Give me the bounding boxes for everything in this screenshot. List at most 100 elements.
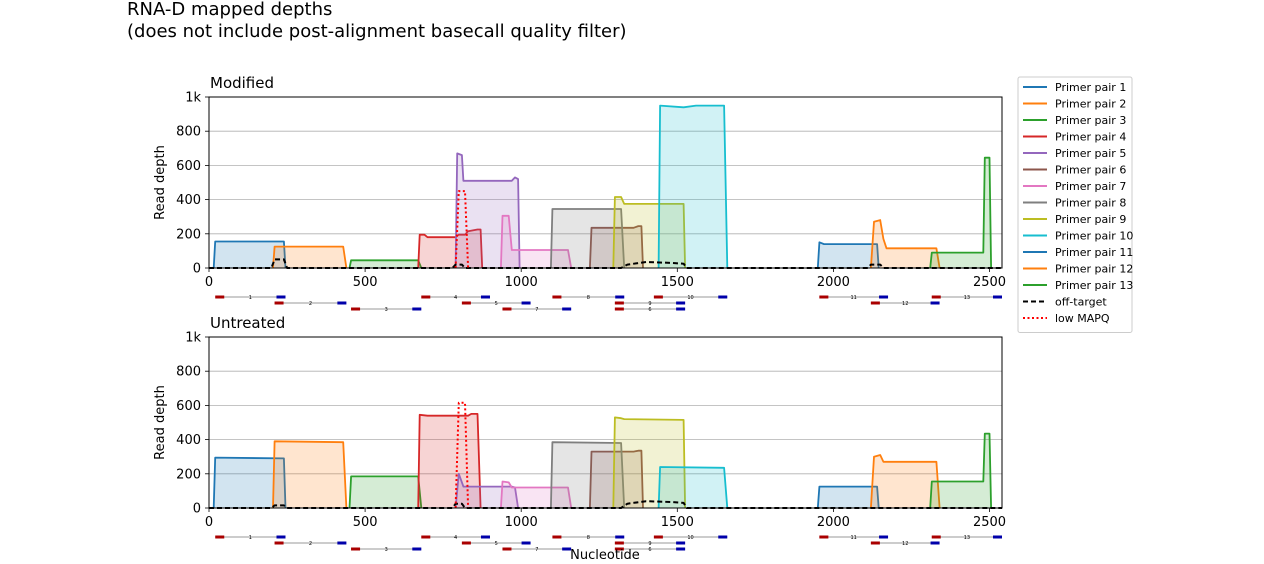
reverse-primer [718, 535, 728, 539]
amplicon-2: 2 [274, 541, 347, 547]
axes-frame [208, 336, 1003, 509]
amplicon-1: 1 [215, 295, 286, 301]
amplicon-10: 10 [653, 535, 728, 541]
amplicon-6: 6 [614, 547, 686, 553]
series-line-primer-pair-9 [612, 416, 686, 509]
panel-title: Untreated [210, 314, 285, 332]
amplicon-10: 10 [653, 295, 728, 301]
amplicon-label: 13 [964, 295, 970, 301]
amplicon-label: 10 [687, 295, 693, 301]
chart-title-line-2: (does not include post-alignment basecal… [127, 21, 627, 42]
legend-entry: Primer pair 11 [1055, 246, 1133, 259]
forward-primer [421, 535, 431, 539]
amplicon-label: 10 [687, 535, 693, 541]
x-tick-label: 2000 [817, 515, 850, 530]
x-tick-label: 1500 [661, 275, 694, 290]
series-line-primer-pair-6 [589, 449, 644, 509]
forward-primer [274, 301, 284, 305]
forward-primer [614, 307, 624, 311]
x-tick-label: 1000 [505, 515, 538, 530]
series-fill-9 [613, 197, 686, 268]
amplicon-11: 11 [819, 295, 889, 301]
y-tick-label: 400 [176, 433, 201, 448]
series-fill-1 [209, 457, 286, 508]
amplicon-label: 11 [851, 535, 857, 541]
reverse-primer [930, 301, 940, 305]
axes-frame [208, 96, 1003, 269]
amplicon-label: 6 [648, 547, 651, 553]
reverse-primer [521, 541, 531, 545]
x-tick-label: 0 [205, 275, 213, 290]
series-line-primer-pair-3 [348, 259, 423, 269]
legend-entry: off-target [1055, 296, 1107, 309]
y-tick-label: 0 [193, 502, 201, 517]
legend-entry: Primer pair 2 [1055, 98, 1126, 111]
y-tick-label: 800 [176, 125, 201, 140]
legend-entry: Primer pair 8 [1055, 197, 1126, 210]
reverse-primer [993, 295, 1002, 299]
series-line-primer-pair-4 [417, 413, 482, 509]
reverse-primer [337, 541, 347, 545]
series-line-primer-pair-2 [272, 245, 348, 269]
panel-title: Modified [210, 74, 274, 92]
forward-primer [931, 535, 941, 539]
amplicon-7: 7 [502, 547, 572, 553]
legend-entry: Primer pair 7 [1055, 180, 1126, 193]
series-fill-6 [589, 450, 643, 508]
amplicon-13: 13 [931, 295, 1002, 301]
series-fill-12 [870, 220, 940, 268]
forward-primer [931, 295, 941, 299]
reverse-primer [676, 301, 686, 305]
legend-entry: Primer pair 9 [1055, 213, 1126, 226]
forward-primer [653, 295, 663, 299]
series-line-primer-pair-5 [454, 152, 521, 269]
forward-primer [870, 301, 880, 305]
x-tick-label: 2500 [973, 275, 1006, 290]
series-fill-13 [930, 433, 992, 508]
untreated-panel: 0 200 400 600 800 1k 0 500 1000 1500 2000 2500 Untre… [153, 314, 1006, 553]
series-fill-5 [455, 473, 519, 508]
forward-primer [274, 541, 284, 545]
series-fill-2 [273, 246, 347, 268]
amplicon-label: 8 [587, 535, 590, 541]
series-fill-8 [550, 442, 625, 508]
series-line-low-mapq [454, 190, 470, 269]
amplicon-label: 2 [309, 301, 312, 307]
reverse-primer [276, 535, 286, 539]
amplicon-1: 1 [215, 535, 286, 541]
reverse-primer [676, 547, 686, 551]
series-line-primer-pair-13 [929, 432, 992, 509]
series-fill-8 [550, 209, 625, 268]
reverse-primer [879, 295, 889, 299]
y-tick-label: 200 [176, 227, 201, 242]
forward-primer [614, 301, 624, 305]
amplicon-label: 12 [902, 301, 908, 307]
legend-entry: Primer pair 5 [1055, 147, 1126, 160]
series-line-primer-pair-7 [500, 480, 573, 509]
series-line-primer-pair-10 [657, 466, 729, 509]
forward-primer [819, 535, 829, 539]
forward-primer [421, 295, 431, 299]
x-axis-label: Nucleotide [570, 548, 640, 563]
reverse-primer [521, 301, 531, 305]
series-fill-13 [930, 157, 992, 268]
y-tick-label: 0 [193, 262, 201, 277]
series-line-primer-pair-6 [589, 225, 644, 269]
y-tick-label: 600 [176, 159, 201, 174]
reverse-primer [337, 301, 347, 305]
amplicon-9: 9 [614, 301, 686, 307]
series-line-primer-pair-5 [454, 472, 519, 509]
x-tick-label: 2000 [817, 275, 850, 290]
reverse-primer [412, 547, 422, 551]
y-tick-label: 1k [185, 91, 201, 106]
series-line-primer-pair-12 [870, 219, 941, 269]
reverse-primer [615, 535, 625, 539]
reverse-primer [480, 535, 490, 539]
amplicon-7: 7 [502, 307, 572, 313]
series-line-low-mapq [454, 401, 470, 509]
series-line-primer-pair-8 [550, 441, 626, 509]
reverse-primer [276, 295, 286, 299]
forward-primer [502, 307, 512, 311]
series-fill-6 [589, 226, 643, 268]
